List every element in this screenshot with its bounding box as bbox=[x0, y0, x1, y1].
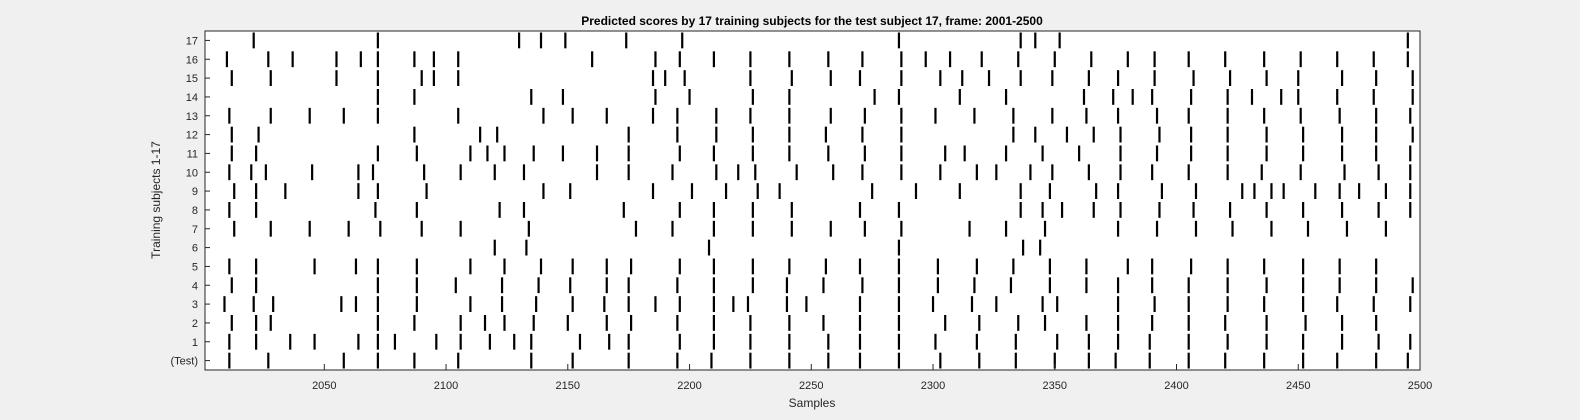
x-tick-label: 2350 bbox=[1043, 380, 1067, 392]
y-tick-label: 14 bbox=[186, 92, 198, 104]
y-tick-label: (Test) bbox=[171, 356, 199, 368]
y-tick-label: 10 bbox=[186, 167, 198, 179]
y-tick-label: 11 bbox=[187, 148, 198, 160]
y-tick-label: 9 bbox=[192, 186, 198, 198]
x-tick-label: 2050 bbox=[312, 380, 336, 392]
x-axis-ticks: 2050 2100 2150 2200 2250 2300 2350 2400 2450 2500 bbox=[312, 364, 1432, 392]
x-tick-label: 2500 bbox=[1408, 380, 1432, 392]
x-tick-label: 2250 bbox=[799, 380, 823, 392]
plot-area bbox=[205, 31, 1420, 370]
y-tick-label: 16 bbox=[186, 54, 198, 66]
y-tick-label: 13 bbox=[186, 111, 198, 123]
chart-title: Predicted scores by 17 training subjects… bbox=[581, 14, 1043, 28]
x-tick-label: 2400 bbox=[1164, 380, 1188, 392]
y-tick-label: 6 bbox=[192, 243, 198, 255]
y-axis-label: Training subjects 1-17 bbox=[149, 141, 163, 259]
x-tick-label: 2100 bbox=[434, 380, 458, 392]
plot-frame bbox=[204, 30, 1421, 371]
y-tick-label: 3 bbox=[192, 299, 198, 311]
event-marks bbox=[223, 32, 1414, 369]
x-axis-label: Samples bbox=[789, 396, 836, 410]
x-tick-label: 2150 bbox=[556, 380, 580, 392]
y-tick-label: 8 bbox=[192, 205, 198, 217]
y-tick-label: 2 bbox=[192, 318, 198, 330]
x-tick-label: 2300 bbox=[921, 380, 945, 392]
y-tick-label: 7 bbox=[192, 224, 198, 236]
x-tick-label: 2200 bbox=[677, 380, 701, 392]
x-tick-label: 2450 bbox=[1286, 380, 1310, 392]
y-tick-label: 4 bbox=[192, 280, 198, 292]
y-tick-label: 15 bbox=[186, 73, 198, 85]
y-tick-label: 1 bbox=[192, 337, 198, 349]
y-tick-label: 12 bbox=[186, 130, 198, 142]
y-tick-label: 17 bbox=[186, 35, 198, 47]
y-tick-label: 5 bbox=[192, 261, 198, 273]
